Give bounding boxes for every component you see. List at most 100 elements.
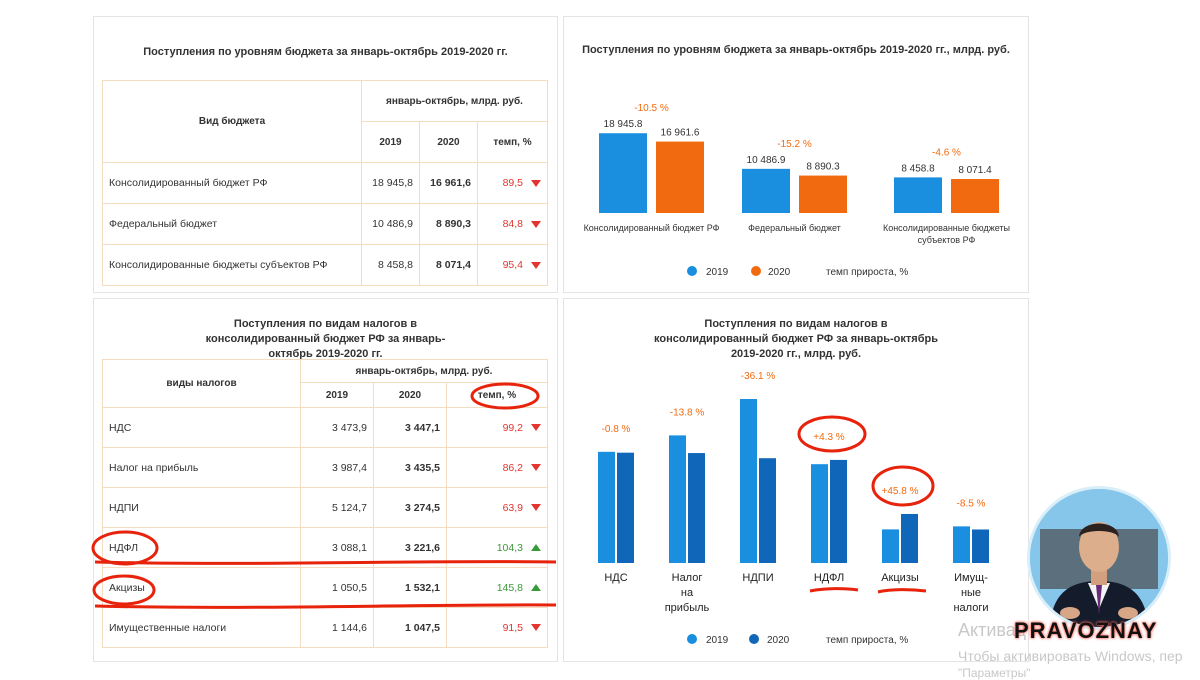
row-value-2020: 16 961,6 — [419, 162, 478, 204]
tax-types-chart-title: Поступления по видам налогов в консолиди… — [654, 318, 938, 360]
bar-2020 — [688, 453, 705, 563]
col-tax-type: виды налогов — [102, 359, 301, 408]
bar-2020 — [901, 513, 918, 563]
data-label: 8 458.8 — [901, 163, 935, 174]
tax-types-chart: -0.8 % НДС -13.8 % Налог на прибыль -36.1 % НДП… — [598, 371, 989, 646]
row-rate: 89,5 — [502, 177, 523, 189]
row-value-2020: 1 532,1 — [373, 567, 447, 608]
down-arrow-icon — [531, 464, 541, 472]
col-2019: 2019 — [300, 382, 374, 408]
budget-levels-chart: 18 945.8 16 961.6 -10.5 % Консолидированный… — [584, 103, 1010, 278]
row-rate: 91,5 — [502, 621, 523, 634]
legend-2020-dot-icon — [749, 634, 759, 644]
tax-types-table: виды налогов январь-октябрь, млрд. руб. … — [102, 359, 548, 648]
down-arrow-icon — [531, 179, 541, 187]
col-rate: темп, % — [477, 121, 548, 163]
growth-label: -8.5 % — [957, 498, 986, 509]
bar-2019 — [599, 133, 647, 213]
row-value-2020: 3 221,6 — [373, 527, 447, 568]
category-label: ные — [961, 587, 981, 599]
legend-2019-dot-icon — [687, 634, 697, 644]
legend-2019-label: 2019 — [706, 635, 729, 646]
category-label: Консолидированный бюджет РФ — [584, 223, 720, 233]
presenter-avatar — [1027, 486, 1171, 630]
budget-levels-chart-panel: Поступления по уровням бюджета за январь… — [563, 16, 1029, 293]
row-name: Федеральный бюджет — [102, 203, 362, 245]
budget-levels-table-title: Поступления по уровням бюджета за январь… — [143, 46, 508, 58]
growth-label: -4.6 % — [932, 147, 961, 158]
row-name: Имущественные налоги — [102, 607, 301, 648]
data-label: 18 945.8 — [604, 119, 643, 130]
category-label: НДФЛ — [814, 572, 844, 584]
category-label: налоги — [953, 602, 988, 614]
bar-2020 — [830, 459, 847, 563]
row-value-2020: 1 047,5 — [373, 607, 447, 648]
brand-logo-text: PRAVOZNAY — [1014, 618, 1158, 643]
budget-levels-chart-title: Поступления по уровням бюджета за январь… — [582, 44, 1010, 56]
bar-2019 — [598, 451, 615, 563]
growth-label: +4.3 % — [813, 432, 845, 443]
bar-2019 — [953, 526, 970, 563]
col-period: январь-октябрь, млрд. руб. — [361, 80, 548, 122]
legend-2019-label: 2019 — [706, 267, 729, 278]
table-row: Налог на прибыль 3 987,4 3 435,5 86,2 — [102, 447, 548, 488]
col-budget-type: Вид бюджета — [102, 80, 362, 163]
row-name: НДС — [102, 407, 301, 448]
tax-types-table-title: Поступления по видам налогов в консолиди… — [205, 318, 446, 360]
tax-types-table-panel: Поступления по видам налогов в консолиди… — [93, 298, 558, 662]
col-2020: 2020 — [373, 382, 447, 408]
bar-2019 — [894, 177, 942, 213]
data-label: 8 071.4 — [958, 165, 992, 176]
row-value-2020: 8 071,4 — [419, 244, 478, 286]
windows-activation-watermark-line3: "Параметры" — [958, 666, 1031, 680]
table-row: НДФЛ 3 088,1 3 221,6 104,3 — [102, 527, 548, 568]
presenter-photo-icon — [1030, 489, 1168, 627]
growth-label: -10.5 % — [634, 103, 669, 114]
legend-growth-label: темп прироста, % — [826, 267, 908, 278]
row-name: Налог на прибыль — [102, 447, 301, 488]
tax-types-chart-panel: Поступления по видам налогов в консолиди… — [563, 298, 1029, 662]
row-rate: 84,8 — [502, 218, 523, 230]
col-2020: 2020 — [419, 121, 478, 163]
row-value-2020: 3 435,5 — [373, 447, 447, 488]
row-value-2019: 10 486,9 — [361, 203, 420, 245]
table-row: Имущественные налоги 1 144,6 1 047,5 91,… — [102, 607, 548, 648]
category-label: Акцизы — [881, 572, 919, 584]
legend-2020-label: 2020 — [767, 635, 790, 646]
growth-label: -0.8 % — [602, 424, 631, 435]
category-label: Налог — [672, 572, 703, 584]
growth-label: +45.8 % — [882, 486, 919, 497]
bar-2019 — [811, 464, 828, 563]
growth-label: -36.1 % — [741, 371, 776, 382]
row-rate: 86,2 — [502, 461, 523, 474]
bar-2019 — [740, 399, 757, 563]
category-label: НДС — [604, 572, 627, 584]
row-value-2019: 3 088,1 — [300, 527, 374, 568]
row-rate: 63,9 — [502, 501, 523, 514]
row-value-2019: 3 473,9 — [300, 407, 374, 448]
row-name: НДПИ — [102, 487, 301, 528]
category-label: НДПИ — [742, 572, 773, 584]
row-rate: 145,8 — [496, 581, 523, 594]
table-row: Акцизы 1 050,5 1 532,1 145,8 — [102, 567, 548, 608]
bar-2020 — [617, 452, 634, 563]
row-value-2019: 3 987,4 — [300, 447, 374, 488]
row-name: Консолидированный бюджет РФ — [102, 162, 362, 204]
growth-label: -13.8 % — [670, 407, 705, 418]
down-arrow-icon — [531, 624, 541, 632]
row-rate: 95,4 — [502, 259, 523, 271]
table-row: Консолидированные бюджеты субъектов РФ 8… — [102, 244, 548, 286]
row-value-2020: 8 890,3 — [419, 203, 478, 245]
row-name: Акцизы — [102, 567, 301, 608]
row-value-2020: 3 274,5 — [373, 487, 447, 528]
bar-2020 — [759, 458, 776, 563]
up-arrow-icon — [531, 544, 541, 552]
row-name: НДФЛ — [102, 527, 301, 568]
row-value-2019: 5 124,7 — [300, 487, 374, 528]
col-period: январь-октябрь, млрд. руб. — [300, 359, 548, 383]
row-rate: 99,2 — [502, 421, 523, 434]
col-rate: темп, % — [446, 382, 548, 408]
row-value-2019: 18 945,8 — [361, 162, 420, 204]
bar-2020 — [951, 179, 999, 213]
row-value-2019: 1 144,6 — [300, 607, 374, 648]
